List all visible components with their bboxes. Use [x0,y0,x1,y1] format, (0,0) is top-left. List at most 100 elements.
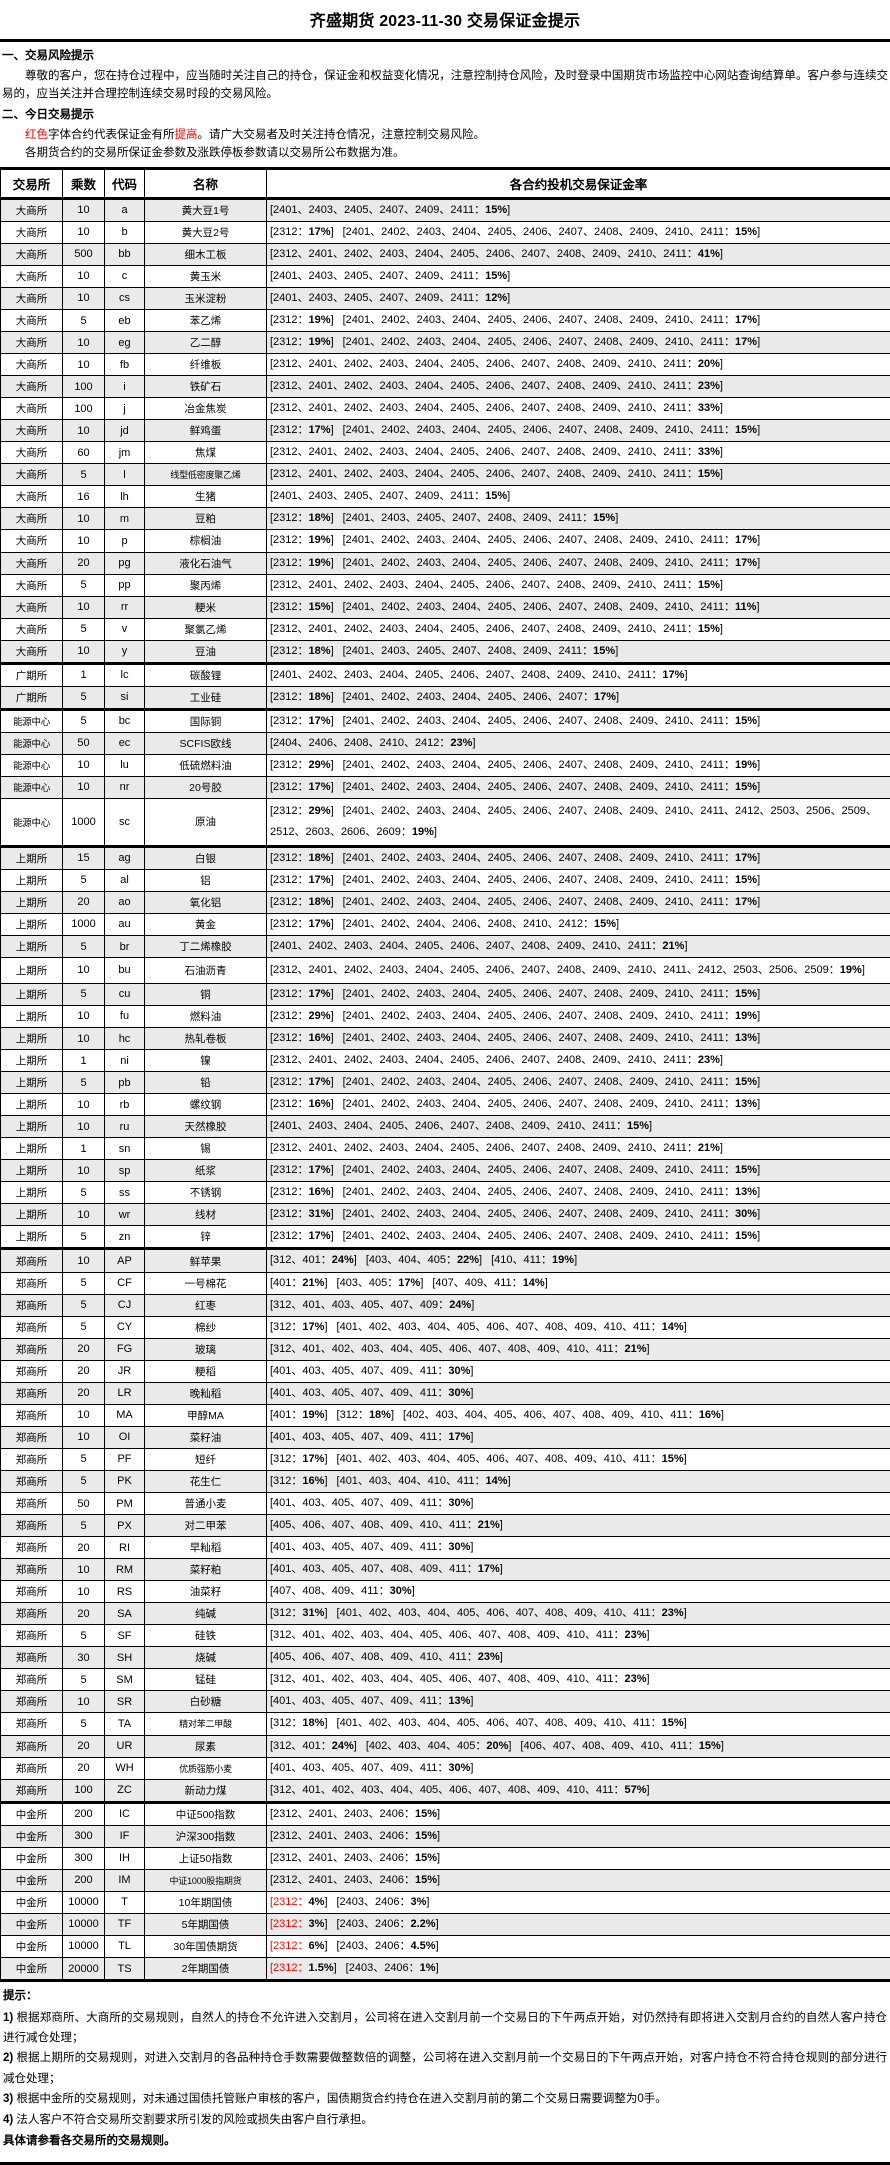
margin-segment: [407、408、409、411：30%] [270,1585,415,1597]
cell-code: j [105,398,145,420]
margin-segment: [312、401：24%] [270,1254,357,1266]
margin-segment: [401、403、405、407、409、411：30%] [270,1365,473,1377]
cell-exchange: 上期所 [1,1182,63,1204]
cell-name: 普通小麦 [145,1493,267,1515]
cell-margin-rate: [2312、2401、2402、2403、2404、2405、2406、2407… [267,354,890,376]
cell-multiplier: 1 [63,663,105,686]
cell-code: p [105,530,145,552]
margin-segment: [401、402、403、404、405、406、407、408、409、410… [337,1607,687,1619]
margin-segment: [2312、2401、2402、2403、2404、2405、2406、2407… [270,579,723,591]
cell-multiplier: 10 [63,1249,105,1272]
cell-exchange: 上期所 [1,1204,63,1226]
margin-segment: [2403、2406：1%] [346,1962,439,1974]
cell-name: 生猪 [145,486,267,508]
margin-segment: [2312、2401、2403、2406：15%] [270,1852,440,1864]
cell-multiplier: 10000 [63,1935,105,1957]
cell-name: 镍 [145,1050,267,1072]
cell-multiplier: 200 [63,1802,105,1825]
cell-exchange: 上期所 [1,1028,63,1050]
cell-name: 鲜鸡蛋 [145,420,267,442]
margin-segment: [401、402、403、404、405、406、407、408、409、410… [337,1321,687,1333]
margin-segment: [2312：17%] [270,1164,334,1176]
cell-name: 锌 [145,1226,267,1249]
margin-segment: [2401、2402、2403、2404、2405、2406、2407、2408… [343,896,761,908]
cell-margin-rate: [2312、2401、2403、2406：15%] [267,1825,890,1847]
margin-segment: [2312：19%] [270,336,334,348]
margin-segment: [2401、2402、2403、2404、2405、2406、2407、2408… [343,1186,761,1198]
cell-margin-rate: [2312：29%][2401、2402、2403、2404、2405、2406… [267,1005,890,1027]
cell-exchange: 大商所 [1,243,63,265]
margin-segment: [2312：15%] [270,601,334,613]
cell-code: PF [105,1448,145,1470]
cell-exchange: 大商所 [1,398,63,420]
cell-multiplier: 10 [63,287,105,309]
margin-segment: [2401、2402、2403、2404、2405、2406、2407、2408… [343,557,761,569]
cell-name: 锰硅 [145,1669,267,1691]
cell-name: 精对苯二甲酸 [145,1713,267,1735]
margin-segment: [2401、2402、2403、2404、2405、2406、2407、2408… [343,226,761,238]
cell-exchange: 广期所 [1,663,63,686]
cell-multiplier: 10 [63,508,105,530]
cell-code: SM [105,1669,145,1691]
margin-segment: [2401、2402、2403、2404、2405、2406、2407、2408… [343,1164,761,1176]
cell-margin-rate: [2312、2401、2402、2403、2404、2405、2406、2407… [267,1138,890,1160]
cell-name: 早籼稻 [145,1537,267,1559]
cell-margin-rate: [401、403、405、407、409、411：17%] [267,1426,890,1448]
margin-segment: [312、401、402、403、404、405、406、407、408、409… [270,1343,650,1355]
cell-name: 30年国债期货 [145,1935,267,1957]
margin-segment: [2312：18%] [270,852,334,864]
margin-segment: [2312、2401、2402、2403、2404、2405、2406、2407… [270,1054,723,1066]
cell-multiplier: 100 [63,376,105,398]
cell-exchange: 郑商所 [1,1448,63,1470]
cell-multiplier: 10 [63,958,105,984]
margin-segment: [2312：18%] [270,645,334,657]
cell-code: IF [105,1825,145,1847]
cell-code: TA [105,1713,145,1735]
cell-code: IM [105,1869,145,1891]
margin-segment: [403、404、405：22%] [366,1254,482,1266]
cell-name: 碳酸锂 [145,663,267,686]
cell-name: 5年期国债 [145,1913,267,1935]
cell-name: 上证50指数 [145,1847,267,1869]
cell-code: FG [105,1338,145,1360]
cell-multiplier: 10 [63,1094,105,1116]
section-2-line-1-end: 。请广大交易者及时关注持仓情况，注意控制交易风险。 [198,129,486,141]
cell-margin-rate: [2312、2401、2403、2406：15%] [267,1869,890,1891]
cell-exchange: 大商所 [1,376,63,398]
cell-multiplier: 10 [63,265,105,287]
cell-multiplier: 20 [63,552,105,574]
cell-exchange: 郑商所 [1,1515,63,1537]
cell-name: 纸浆 [145,1160,267,1182]
margin-segment: [2401、2402、2403、2404、2405、2406、2407、2408… [343,1208,761,1220]
margin-segment: [2312、2401、2402、2403、2404、2405、2406、2407… [270,446,723,458]
cell-code: TL [105,1935,145,1957]
margin-segment: [2401、2402、2403、2404、2405、2406、2407、2408… [343,1010,761,1022]
cell-code: LR [105,1382,145,1404]
margin-segment: [2312：6%] [270,1940,328,1952]
margin-segment: [2312：29%] [270,759,334,771]
cell-name: SCFIS欧线 [145,732,267,754]
cell-name: 菜籽粕 [145,1559,267,1581]
cell-margin-rate: [2312：29%][2401、2402、2403、2404、2405、2406… [267,799,890,847]
